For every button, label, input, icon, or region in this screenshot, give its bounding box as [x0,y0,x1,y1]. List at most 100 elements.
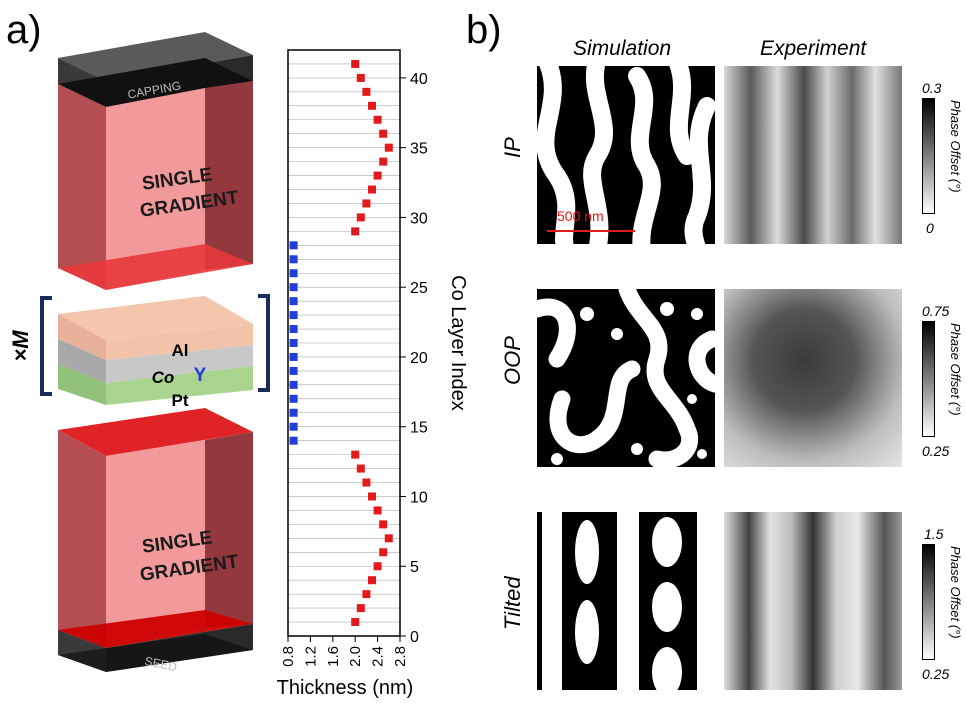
cb-ip-title: Phase Offset (°) [948,100,963,193]
data-point [379,548,388,557]
x-tick-label: 1.2 [302,646,319,667]
data-point [289,339,298,347]
data-point [356,464,365,473]
colorbar-ip [922,98,935,214]
y-tick-label: 0 [410,629,419,646]
chart-points [289,59,393,627]
data-point [289,311,298,320]
scalebar-text: 500 nm [557,208,604,224]
data-point [362,199,371,208]
chart-frame [287,49,401,637]
y-tick-label: 10 [410,489,428,506]
data-point [384,143,393,152]
data-point [289,366,298,375]
data-point [289,352,298,361]
sim-image-oop [537,289,715,467]
data-point [373,115,382,124]
row-label-oop: OOP [500,336,525,385]
y-axis-label: Co Layer Index [447,275,469,411]
exp-image-oop [724,289,902,467]
data-point [289,422,298,431]
data-point [351,59,360,68]
chart-grid [288,63,400,623]
x-tick-label: 0.8 [280,646,297,667]
data-point [289,394,298,403]
data-point [379,129,388,138]
left-bracket [40,296,52,396]
x-tick-label: 2.0 [347,646,364,667]
layer-stack-diagram: CAPPING SINGLE GRADIENT Al Co Y Pt ×M SI… [8,32,270,674]
y-tick-label: 5 [410,559,419,576]
cb-oop-min: 0.25 [922,443,950,459]
data-point [384,534,393,543]
y-tick-label: 30 [410,210,428,227]
data-point [368,101,376,110]
data-point [362,478,371,487]
colorbar-oop [922,321,935,437]
data-point [356,604,365,613]
al-label: Al [172,341,189,360]
data-point [289,380,298,389]
column-experiment: Experiment [760,37,867,60]
co-label: Co [152,368,175,387]
repeat-m-label: ×M [8,330,33,362]
seed-text: SEED [143,654,178,675]
data-point [289,436,298,445]
y-tick-label: 20 [410,350,428,367]
data-point [356,213,365,222]
capping-layer: CAPPING [58,32,253,107]
data-point [373,506,382,515]
cb-tilted-max: 1.5 [924,526,944,542]
x-tick-label: 1.6 [325,646,342,667]
chart-ticks: 0 5 10 15 20 25 30 35 40 0.8 1.2 1.6 2.0 2.4 2.8 [280,71,428,667]
right-bracket [258,294,270,392]
data-point [373,562,382,571]
data-point [379,520,388,529]
data-point [351,450,360,459]
data-point [379,157,388,166]
data-point [289,297,298,306]
data-point [362,590,371,599]
x-axis-label: Thickness (nm) [277,677,414,699]
data-point [368,576,376,585]
data-point [351,227,360,236]
thickness-chart: 0 5 10 15 20 25 30 35 40 0.8 1.2 1.6 2.0 2.4 2.8 Thick… [277,49,469,699]
data-point [289,241,298,250]
cb-oop-max: 0.75 [922,303,950,319]
data-point [289,283,298,292]
data-point [362,87,371,96]
y-tick-label: 35 [410,141,428,158]
data-point [289,408,298,417]
repeat-unit: Al Co Y Pt [58,296,253,410]
sim-image-tilted [537,512,715,690]
data-point [351,618,360,627]
cb-tilted-min: 0.25 [922,666,950,682]
y-tick-label: 15 [410,420,428,437]
row-label-tilted: Tilted [500,576,525,630]
column-simulation: Simulation [573,37,672,60]
row-label-ip: IP [500,137,525,158]
x-tick-label: 2.4 [370,646,387,667]
cb-ip-max: 0.3 [922,80,942,96]
cb-tilted-title: Phase Offset (°) [948,546,963,639]
sim-image-ip: 500 nm [537,66,715,244]
colorbar-tilted [922,544,935,660]
cb-oop-title: Phase Offset (°) [948,323,963,416]
panel-b-label: b) [466,8,502,52]
exp-image-tilted [724,512,902,690]
x-tick-label: 2.8 [392,646,409,667]
data-point [356,73,365,82]
seed-layer: SEED [58,624,253,674]
data-point [373,171,382,180]
bottom-gradient-block: SINGLE GRADIENT [58,408,253,648]
data-point [368,492,376,501]
cb-ip-min: 0 [926,220,934,236]
exp-image-ip [724,66,902,244]
panel-a-label: a) [6,8,42,52]
data-point [289,269,298,278]
data-point [289,255,298,264]
y-label: Y [194,365,207,386]
pt-label: Pt [172,391,189,410]
y-tick-label: 25 [410,280,428,297]
y-tick-label: 40 [410,71,428,88]
